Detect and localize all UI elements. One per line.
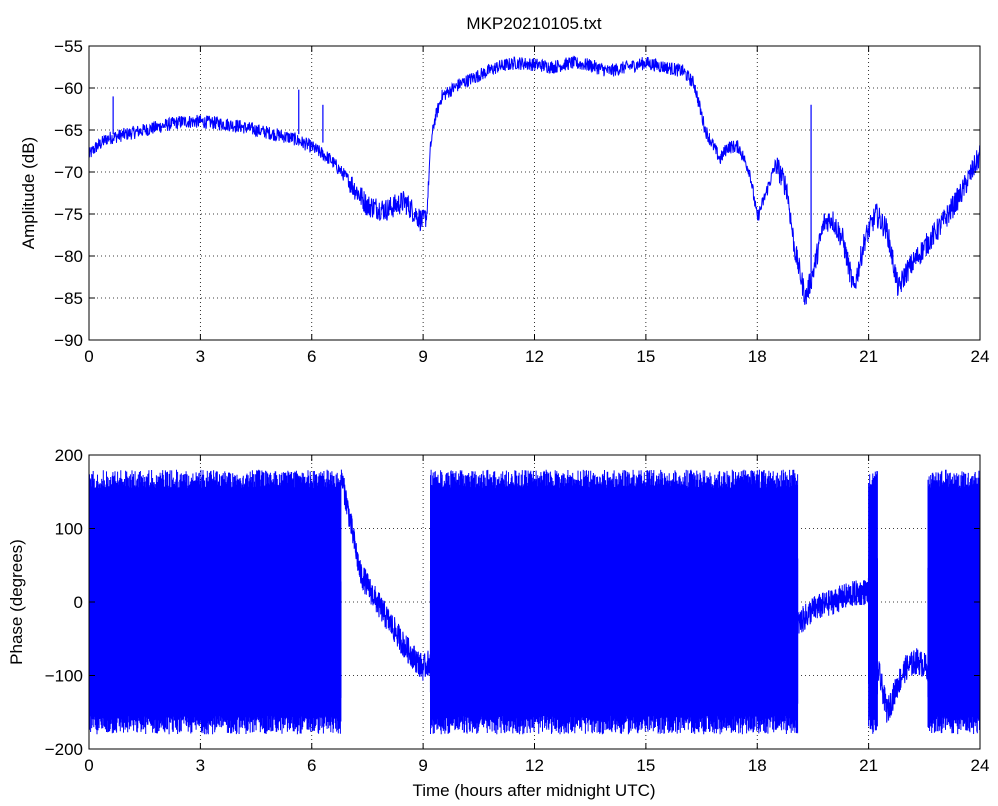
amplitude-xtick-label: 12 (525, 347, 544, 366)
phase-xtick-label: 3 (196, 756, 205, 775)
phase-plot: 0 3 6 9 12 15 18 21 24 −200 −100 0 100 200 Phase (deg… (7, 446, 989, 800)
amplitude-xtick-label: 15 (636, 347, 655, 366)
amplitude-xtick-label: 3 (196, 347, 205, 366)
phase-wrapping-core (89, 557, 342, 705)
amplitude-xtick-label: 18 (748, 347, 767, 366)
amplitude-ytick-label: −65 (54, 121, 83, 140)
phase-series (89, 469, 980, 735)
amplitude-ytick-label: −75 (54, 205, 83, 224)
amplitude-plot: 0 3 6 9 12 15 18 21 24 −90 −85 −80 −75 −70 −65 −60 −55 A… (19, 37, 989, 366)
figure-title: MKP20210105.txt (466, 14, 601, 33)
phase-ticks: 0 3 6 9 12 15 18 21 24 −200 −100 0 100 200 (45, 446, 990, 775)
phase-ytick-label: 100 (55, 520, 83, 539)
amplitude-xtick-label: 0 (84, 347, 93, 366)
phase-ytick-label: 200 (55, 446, 83, 465)
amplitude-ytick-label: −85 (54, 289, 83, 308)
amplitude-ytick-label: −90 (54, 331, 83, 350)
phase-xtick-label: 24 (971, 756, 990, 775)
amplitude-xtick-label: 6 (307, 347, 316, 366)
phase-wrapping-core (429, 558, 799, 705)
amplitude-trace (89, 55, 980, 305)
amplitude-ticks: 0 3 6 9 12 15 18 21 24 −90 −85 −80 −75 −70 −65 −60 −55 (54, 37, 989, 366)
phase-xtick-label: 9 (418, 756, 427, 775)
phase-wrapping-core (927, 557, 980, 705)
phase-xtick-label: 21 (859, 756, 878, 775)
amplitude-ylabel: Amplitude (dB) (19, 137, 38, 249)
phase-xtick-label: 0 (84, 756, 93, 775)
amplitude-series (89, 55, 980, 305)
amplitude-ytick-label: −55 (54, 37, 83, 56)
phase-ytick-label: −200 (45, 740, 83, 759)
amplitude-xtick-label: 24 (971, 347, 990, 366)
phase-ytick-label: 0 (74, 593, 83, 612)
phase-ytick-label: −100 (45, 667, 83, 686)
phase-trend-trace (340, 469, 431, 681)
amplitude-ytick-label: −60 (54, 79, 83, 98)
phase-xtick-label: 18 (748, 756, 767, 775)
phase-xtick-label: 12 (525, 756, 544, 775)
phase-wrapping-core (868, 558, 878, 705)
amplitude-xtick-label: 21 (859, 347, 878, 366)
amplitude-ytick-label: −80 (54, 247, 83, 266)
phase-trend-trace (877, 648, 929, 723)
phase-xtick-label: 15 (636, 756, 655, 775)
amplitude-xtick-label: 9 (418, 347, 427, 366)
phase-trend-trace (797, 578, 870, 634)
phase-xtick-label: 6 (307, 756, 316, 775)
phase-ylabel: Phase (degrees) (7, 539, 26, 665)
phase-xlabel: Time (hours after midnight UTC) (412, 781, 655, 800)
amplitude-ytick-label: −70 (54, 163, 83, 182)
